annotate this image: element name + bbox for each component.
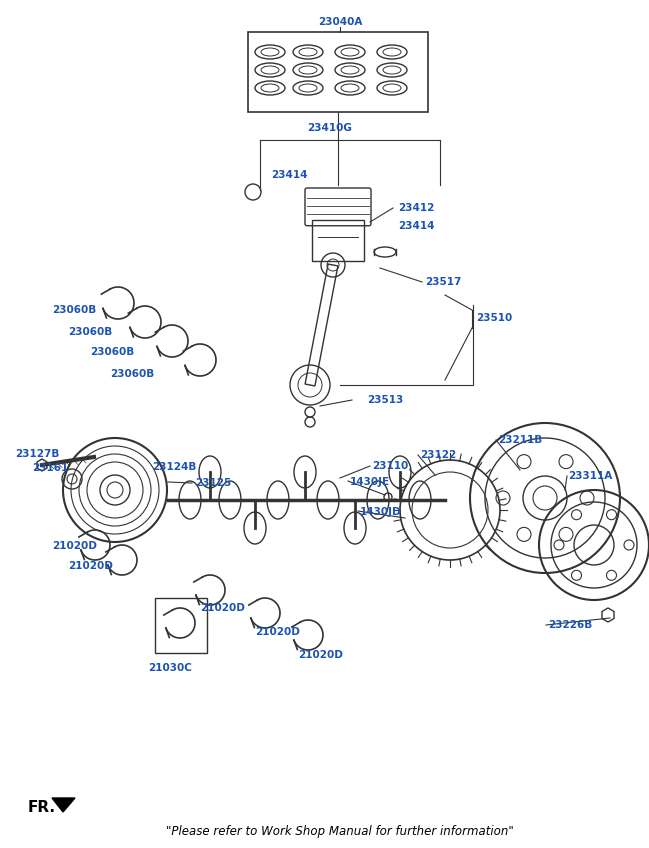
Text: 23513: 23513 <box>367 395 403 405</box>
Text: 23125: 23125 <box>195 478 231 488</box>
Text: 23211B: 23211B <box>498 435 543 445</box>
Text: 23226B: 23226B <box>548 620 593 630</box>
Text: 23510: 23510 <box>476 313 512 323</box>
Text: 23060B: 23060B <box>52 305 96 315</box>
Text: 21020D: 21020D <box>68 561 113 571</box>
Text: 23410G: 23410G <box>308 123 352 133</box>
Text: 21020D: 21020D <box>298 650 343 660</box>
Text: 23517: 23517 <box>425 277 461 287</box>
Text: 23311A: 23311A <box>568 471 612 481</box>
Text: "Please refer to Work Shop Manual for further information": "Please refer to Work Shop Manual for fu… <box>166 825 514 839</box>
Bar <box>248 32 428 112</box>
Polygon shape <box>52 798 75 812</box>
Text: 23412: 23412 <box>398 203 434 213</box>
Text: 1430JD: 1430JD <box>360 507 402 517</box>
Text: 21030C: 21030C <box>148 663 192 673</box>
Text: 23060B: 23060B <box>68 327 112 337</box>
Text: 23414: 23414 <box>398 221 434 231</box>
Text: 23122: 23122 <box>420 450 456 460</box>
Bar <box>312 220 364 261</box>
Text: 23060B: 23060B <box>110 369 154 379</box>
Text: 23040A: 23040A <box>318 17 362 27</box>
Text: 23110: 23110 <box>372 461 408 471</box>
Text: 23124B: 23124B <box>152 462 197 472</box>
Text: 21020D: 21020D <box>200 603 245 613</box>
Text: 21020D: 21020D <box>52 541 97 551</box>
Text: 23161: 23161 <box>32 463 68 473</box>
Text: 23127B: 23127B <box>15 449 59 459</box>
Text: 23060B: 23060B <box>90 347 134 357</box>
Bar <box>155 598 207 653</box>
Text: FR.: FR. <box>28 801 56 816</box>
Text: 23414: 23414 <box>271 170 308 180</box>
Text: 21020D: 21020D <box>255 627 300 637</box>
Text: 1430JE: 1430JE <box>350 477 390 487</box>
